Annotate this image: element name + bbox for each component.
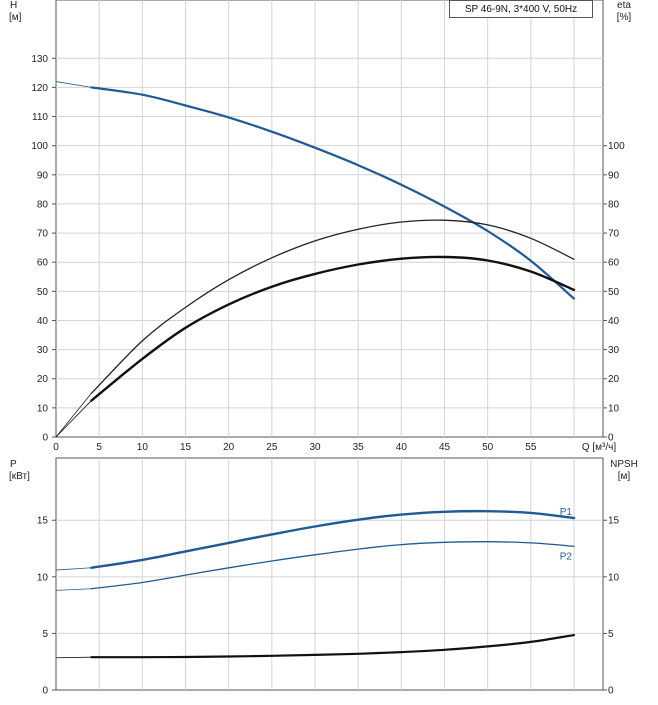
series-prefix-line bbox=[55, 588, 92, 591]
y-right-tick-label: 90 bbox=[608, 170, 620, 181]
y-left-tick-label: 70 bbox=[37, 229, 49, 240]
y-left-tick-label: 110 bbox=[32, 112, 48, 123]
y-left-tick-label: 60 bbox=[37, 258, 49, 269]
y-right-axis-unit: [%] bbox=[617, 12, 632, 23]
series-line-p2 bbox=[90, 541, 575, 590]
x-tick-label: 10 bbox=[137, 442, 149, 453]
y-left-tick-label: 50 bbox=[37, 287, 49, 298]
y-right-tick-label: 10 bbox=[608, 403, 620, 414]
y-left-tick-label: 15 bbox=[37, 516, 49, 527]
y-right-axis-title: eta bbox=[617, 0, 631, 11]
y-left-tick-label: 90 bbox=[37, 170, 49, 181]
y-left-axis-unit: [м] bbox=[9, 12, 22, 23]
y-right-tick-label: 60 bbox=[608, 258, 620, 269]
series-prefix-line bbox=[55, 656, 92, 659]
x-tick-label: 0 bbox=[53, 442, 59, 453]
x-tick-label: 30 bbox=[309, 442, 321, 453]
series-line-npsh bbox=[90, 634, 576, 659]
x-tick-label: 15 bbox=[180, 442, 192, 453]
series-prefix-line bbox=[55, 81, 92, 88]
y-left-tick-label: 0 bbox=[42, 433, 48, 444]
x-axis-title: Q [м³/ч] bbox=[582, 442, 617, 453]
y-right-tick-label: 15 bbox=[608, 516, 620, 527]
y-right-tick-label: 30 bbox=[608, 345, 620, 356]
series-label-p2: P2 bbox=[560, 551, 573, 562]
x-tick-label: 50 bbox=[482, 442, 494, 453]
y-right-axis-unit: [м] bbox=[618, 471, 631, 482]
y-left-tick-label: 0 bbox=[42, 686, 48, 697]
x-tick-label: 35 bbox=[353, 442, 365, 453]
plot-frame-1 bbox=[55, 0, 604, 438]
series-prefix-line bbox=[55, 567, 92, 571]
y-left-tick-label: 10 bbox=[37, 572, 49, 583]
y-right-tick-label: 0 bbox=[608, 433, 614, 444]
y-right-tick-label: 100 bbox=[608, 141, 625, 152]
y-left-tick-label: 120 bbox=[31, 83, 48, 94]
y-right-axis-title: NPSH bbox=[610, 459, 638, 470]
y-right-tick-label: 5 bbox=[608, 629, 614, 640]
y-right-tick-label: 40 bbox=[608, 316, 620, 327]
y-left-tick-label: 5 bbox=[42, 629, 48, 640]
x-tick-label: 5 bbox=[96, 442, 102, 453]
plot-frame-2 bbox=[55, 457, 604, 691]
series-line-p1 bbox=[90, 509, 576, 569]
y-right-tick-label: 50 bbox=[608, 287, 620, 298]
y-left-tick-label: 40 bbox=[37, 316, 49, 327]
y-left-tick-label: 100 bbox=[31, 141, 48, 152]
y-left-tick-label: 10 bbox=[37, 403, 49, 414]
chart-title-box: SP 46-9N, 3*400 V, 50Hz bbox=[449, 0, 593, 18]
y-right-tick-label: 80 bbox=[608, 199, 620, 210]
y-right-tick-label: 0 bbox=[608, 686, 614, 697]
x-tick-label: 25 bbox=[266, 442, 278, 453]
series-line-efficiency_total bbox=[90, 219, 575, 394]
y-right-tick-label: 10 bbox=[608, 572, 620, 583]
series-prefix-line bbox=[55, 400, 92, 438]
y-right-tick-label: 20 bbox=[608, 374, 620, 385]
x-tick-label: 40 bbox=[396, 442, 408, 453]
y-left-tick-label: 80 bbox=[37, 199, 49, 210]
y-left-tick-label: 130 bbox=[31, 54, 48, 65]
y-left-axis-title: P bbox=[10, 459, 17, 470]
series-label-p1: P1 bbox=[560, 507, 573, 518]
y-left-axis-unit: [кВт] bbox=[9, 471, 30, 482]
y-left-axis-title: H bbox=[10, 0, 17, 11]
series-prefix-line bbox=[55, 393, 92, 438]
series-line-efficiency_hydraulic bbox=[90, 255, 576, 402]
x-tick-label: 45 bbox=[439, 442, 451, 453]
y-left-tick-label: 30 bbox=[37, 345, 49, 356]
x-tick-label: 20 bbox=[223, 442, 235, 453]
series-line-head bbox=[90, 86, 576, 300]
y-left-tick-label: 20 bbox=[37, 374, 49, 385]
y-right-tick-label: 70 bbox=[608, 229, 620, 240]
x-tick-label: 55 bbox=[525, 442, 537, 453]
